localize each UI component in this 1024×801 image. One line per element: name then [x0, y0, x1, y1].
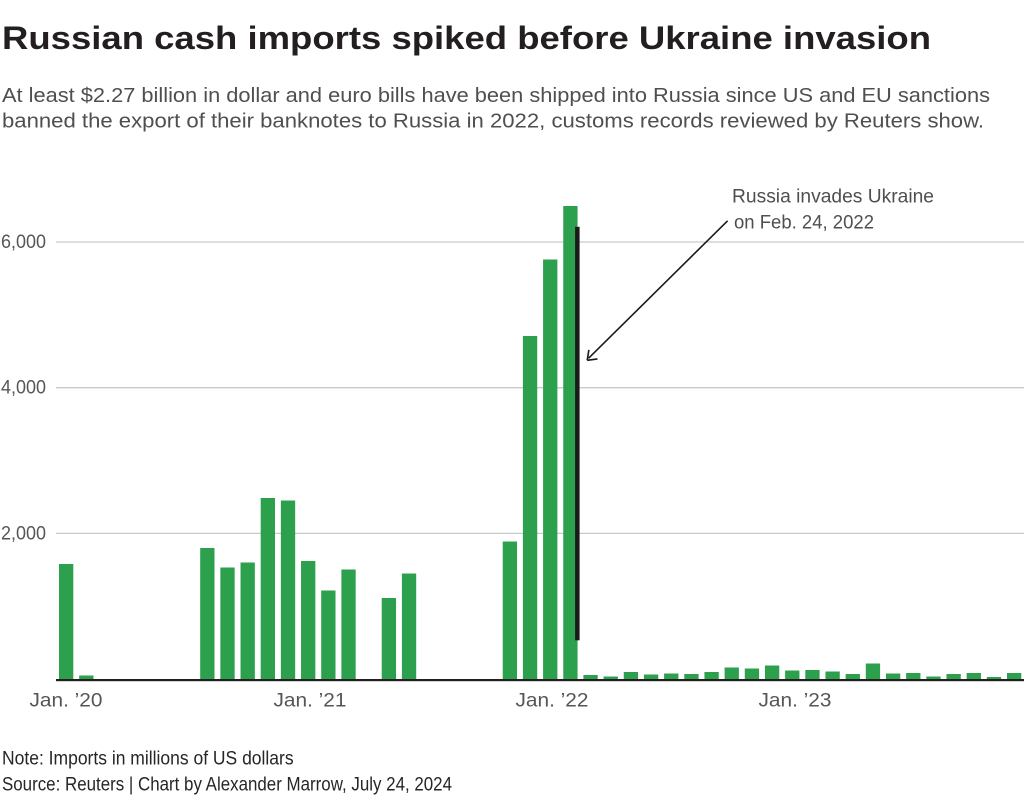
- svg-text:Source: Reuters | Chart by Ale: Source: Reuters | Chart by Alexander Mar…: [2, 774, 452, 796]
- svg-text:Russia invades Ukraine: Russia invades Ukraine: [732, 186, 934, 208]
- svg-text:Russian cash imports spiked be: Russian cash imports spiked before Ukrai…: [2, 20, 931, 56]
- svg-text:banned the export of their ban: banned the export of their banknotes to …: [2, 109, 984, 132]
- svg-text:Jan. ’22: Jan. ’22: [516, 689, 589, 711]
- svg-text:2,000: 2,000: [1, 522, 46, 544]
- svg-text:At least $2.27 billion in doll: At least $2.27 billion in dollar and eur…: [2, 84, 990, 107]
- svg-text:on Feb. 24, 2022: on Feb. 24, 2022: [734, 211, 874, 233]
- svg-text:Jan. ’21: Jan. ’21: [274, 689, 347, 711]
- svg-text:6,000: 6,000: [1, 231, 46, 253]
- svg-text:Note: Imports in millions of U: Note: Imports in millions of US dollars: [2, 747, 294, 769]
- svg-text:Jan. ’20: Jan. ’20: [30, 689, 103, 711]
- svg-text:Jan. ’23: Jan. ’23: [759, 689, 832, 711]
- svg-text:4,000: 4,000: [1, 377, 46, 399]
